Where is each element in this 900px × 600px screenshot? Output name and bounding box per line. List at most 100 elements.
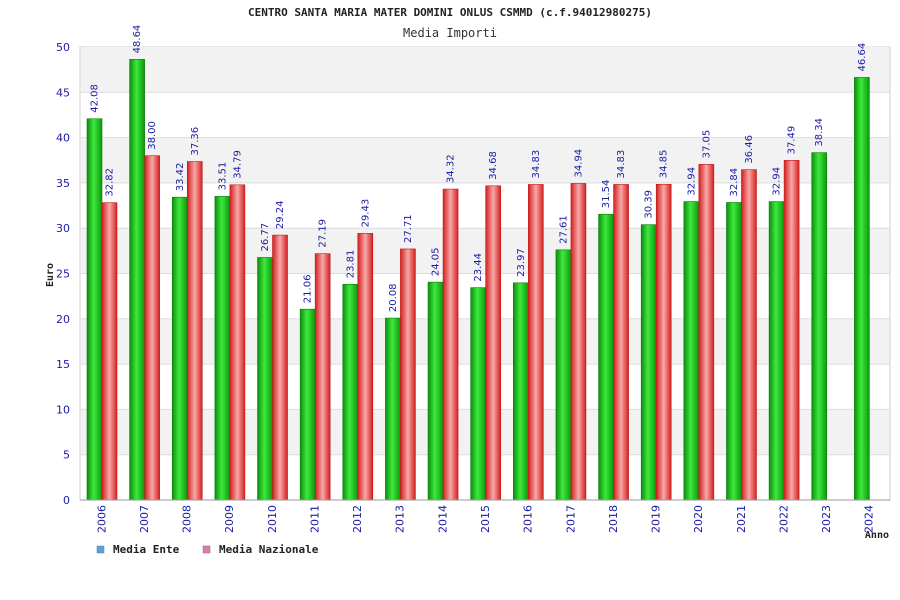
value-label-media-nazionale: 29.43	[360, 199, 371, 228]
x-tick-label: 2010	[266, 505, 279, 533]
bar-media-nazionale	[783, 160, 800, 501]
x-tick-label: 2006	[95, 505, 108, 533]
value-label-media-ente: 42.08	[90, 84, 101, 113]
value-label-media-ente: 26.77	[260, 223, 271, 252]
legend-label-nazionale: Media Nazionale	[219, 543, 319, 556]
x-tick-label: 2023	[820, 505, 833, 533]
value-label-media-nazionale: 34.83	[531, 150, 542, 179]
bar-media-ente	[171, 196, 188, 501]
value-label-media-ente: 33.51	[217, 162, 228, 191]
x-tick-label: 2015	[479, 505, 492, 533]
bar-media-ente	[86, 118, 103, 501]
bar-media-ente	[342, 283, 359, 501]
bar-media-nazionale	[613, 184, 629, 501]
value-label-media-ente: 33.42	[175, 163, 186, 192]
bar-media-ente	[385, 317, 401, 501]
y-tick-label: 25	[56, 268, 70, 281]
x-tick-label: 2009	[223, 505, 236, 533]
y-tick-label: 35	[56, 177, 70, 190]
legend: Media Ente Media Nazionale	[96, 543, 319, 556]
value-label-media-nazionale: 34.94	[573, 149, 584, 178]
value-label-media-nazionale: 37.05	[701, 130, 712, 159]
bar-media-nazionale	[272, 234, 288, 501]
value-label-media-ente: 21.06	[303, 275, 314, 304]
value-label-media-nazionale: 34.79	[232, 150, 243, 179]
bar-media-ente	[257, 257, 273, 501]
bar-media-ente	[811, 152, 828, 501]
value-label-media-ente: 38.34	[814, 118, 825, 147]
bar-media-nazionale	[655, 183, 672, 501]
bar-media-ente	[129, 59, 145, 501]
value-label-media-nazionale: 34.68	[488, 151, 499, 180]
value-label-media-ente: 24.05	[431, 247, 442, 276]
y-tick-label: 15	[56, 358, 70, 371]
chart-title: CENTRO SANTA MARIA MATER DOMINI ONLUS CS…	[248, 6, 652, 19]
y-tick-label: 40	[56, 132, 70, 145]
bar-media-ente	[513, 282, 529, 501]
y-tick-label: 20	[56, 313, 70, 326]
bar-media-nazionale	[570, 183, 587, 501]
x-tick-label: 2017	[564, 505, 577, 533]
value-label-media-ente: 27.61	[558, 215, 569, 244]
bar-media-ente	[768, 201, 785, 501]
value-label-media-nazionale: 27.19	[318, 219, 329, 248]
bar-media-ente	[299, 308, 316, 501]
x-axis-ticks: 2006 2007 2008 2009 2010 2011 2012 2013 2014 2015…	[80, 499, 890, 533]
y-axis-ticks: 0 5 10 15 20 25 30 35 40 45 50	[56, 41, 70, 507]
value-label-media-nazionale: 38.00	[147, 121, 158, 150]
bar-media-ente	[598, 213, 614, 501]
value-label-media-ente: 48.64	[132, 25, 143, 54]
grid-band	[81, 47, 889, 93]
value-label-media-nazionale: 34.32	[446, 154, 457, 183]
y-tick-label: 30	[56, 222, 70, 235]
x-tick-label: 2007	[138, 505, 151, 533]
bar-media-ente	[427, 281, 444, 501]
legend-label-ente: Media Ente	[113, 543, 180, 556]
x-tick-label: 2020	[692, 505, 705, 533]
bar-media-nazionale	[400, 248, 416, 501]
bar-media-nazionale	[485, 185, 501, 501]
value-label-media-ente: 20.08	[388, 283, 399, 312]
value-label-media-ente: 23.81	[345, 250, 356, 279]
y-tick-label: 10	[56, 403, 70, 416]
value-label-media-nazionale: 37.36	[190, 127, 201, 156]
legend-swatch-ente	[96, 545, 105, 554]
bar-media-ente	[555, 249, 572, 501]
x-tick-label: 2018	[607, 505, 620, 533]
value-label-media-nazionale: 34.83	[616, 150, 627, 179]
x-tick-label: 2024	[863, 505, 876, 533]
y-tick-label: 0	[63, 494, 70, 507]
x-tick-label: 2022	[777, 505, 790, 533]
x-tick-label: 2012	[351, 505, 364, 533]
x-tick-label: 2021	[735, 505, 748, 533]
bar-media-nazionale	[144, 155, 160, 501]
bar-media-nazionale	[741, 169, 757, 501]
value-label-media-ente: 23.44	[473, 253, 484, 282]
value-label-media-nazionale: 27.71	[403, 214, 414, 243]
bar-media-nazionale	[357, 233, 374, 501]
value-label-media-ente: 23.97	[516, 248, 527, 277]
value-label-media-nazionale: 29.24	[275, 200, 286, 229]
y-tick-label: 5	[63, 449, 70, 462]
bar-media-nazionale	[186, 161, 203, 501]
value-label-media-nazionale: 36.46	[744, 135, 755, 164]
value-label-media-nazionale: 37.49	[787, 126, 798, 155]
value-label-media-ente: 32.84	[729, 168, 740, 197]
x-tick-label: 2014	[436, 505, 449, 533]
bar-media-nazionale	[101, 202, 118, 501]
bar-media-ente	[683, 201, 700, 501]
bar-media-ente	[726, 202, 742, 501]
y-tick-label: 45	[56, 86, 70, 99]
bar-media-ente	[470, 287, 486, 501]
bar-media-ente	[854, 77, 870, 501]
bar-media-ente	[640, 224, 657, 501]
x-tick-label: 2011	[308, 505, 321, 533]
y-tick-label: 50	[56, 41, 70, 54]
value-label-media-ente: 46.64	[857, 43, 868, 72]
y-axis-label: Euro	[45, 263, 56, 287]
bar-media-nazionale	[528, 184, 544, 501]
bar-media-nazionale	[314, 253, 331, 501]
chart-subtitle: Media Importi	[403, 26, 497, 40]
x-axis-label: Anno	[865, 530, 889, 541]
